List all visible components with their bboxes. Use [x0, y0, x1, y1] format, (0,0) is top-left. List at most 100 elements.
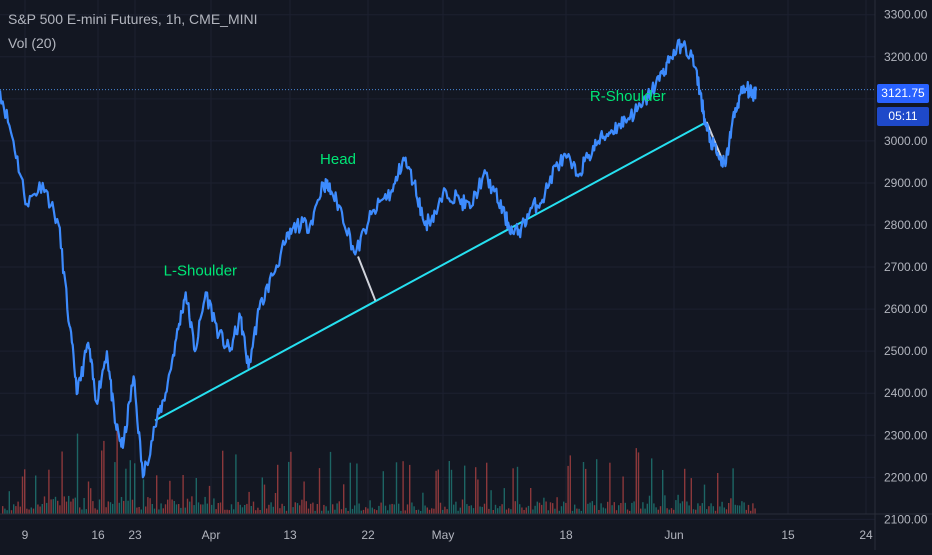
volume-bar	[736, 505, 739, 514]
volume-bar	[92, 501, 94, 514]
volume-bar	[222, 450, 224, 514]
volume-bar	[131, 499, 134, 514]
x-tick-label: 9	[22, 528, 29, 542]
volume-bar	[384, 505, 387, 514]
volume-bar	[690, 478, 692, 514]
volume-bar	[613, 502, 615, 514]
volume-bar	[277, 464, 279, 514]
volume-bar	[345, 507, 347, 514]
y-tick-label: 2300.00	[884, 428, 928, 442]
volume-bar	[13, 504, 15, 514]
volume-bar	[461, 499, 464, 514]
volume-bar	[431, 508, 433, 514]
volume-bar	[732, 468, 734, 514]
volume-bar	[402, 461, 404, 514]
volume-bar	[147, 497, 149, 514]
volume-bar	[457, 510, 459, 514]
volume-bar	[609, 462, 611, 514]
volume-bar	[488, 508, 490, 514]
volume-bar	[294, 502, 296, 514]
volume-bar	[536, 501, 538, 514]
volume-bar	[41, 504, 43, 514]
volume-bar	[468, 505, 470, 514]
volume-bar	[180, 507, 182, 514]
volume-bar	[666, 508, 668, 514]
volume-bar	[52, 499, 54, 514]
volume-bar	[35, 475, 37, 514]
volume-bar	[415, 510, 417, 514]
volume-bar	[569, 455, 571, 514]
volume-bar	[296, 503, 299, 514]
volume-bar	[547, 510, 549, 514]
volume-bar	[48, 469, 50, 514]
measure-line[interactable]	[357, 256, 377, 302]
volume-bar	[695, 509, 697, 514]
volume-bar	[290, 451, 292, 514]
volume-bar	[70, 501, 72, 514]
volume-bar	[127, 500, 129, 514]
volume-bar	[739, 505, 741, 514]
volume-bar	[65, 501, 68, 514]
volume-bar	[389, 504, 391, 514]
volume-bar	[314, 510, 316, 514]
volume-bar	[175, 504, 178, 514]
volume-bar	[642, 502, 644, 514]
volume-bar	[270, 502, 272, 514]
volume-indicator-label[interactable]: Vol (20)	[8, 35, 57, 51]
volume-bar	[604, 508, 607, 514]
volume-bar	[237, 501, 239, 514]
volume-bar	[138, 507, 140, 514]
volume-bar	[662, 470, 664, 514]
y-tick-label: 2800.00	[884, 218, 928, 232]
volume-bar	[703, 484, 706, 514]
volume-bar	[635, 448, 637, 514]
volume-bar	[274, 493, 277, 514]
volume-bar	[134, 463, 136, 514]
trend-line[interactable]	[154, 121, 708, 422]
y-tick-label: 2100.00	[884, 512, 928, 526]
volume-bar	[428, 509, 431, 514]
volume-bar	[8, 491, 10, 514]
volume-bar	[398, 503, 400, 514]
volume-bar	[233, 509, 235, 514]
volume-bar	[585, 468, 587, 514]
volume-bar	[567, 465, 569, 514]
volume-bar	[349, 462, 351, 514]
volume-bar	[532, 509, 534, 514]
volume-bar	[503, 488, 505, 514]
volume-bar	[316, 504, 318, 514]
volume-bar	[593, 505, 596, 514]
volume-bar	[380, 502, 382, 514]
volume-bar	[411, 502, 413, 514]
volume-bar	[303, 481, 305, 514]
volume-bar	[202, 504, 204, 514]
volume-bar	[87, 481, 90, 514]
volume-bar	[565, 502, 567, 514]
volume-bar	[514, 501, 516, 514]
volume-bar	[6, 510, 8, 514]
volume-bar	[360, 510, 362, 514]
volume-bar	[714, 510, 717, 514]
volume-bar	[437, 469, 439, 514]
volume-bar	[741, 501, 743, 514]
volume-bar	[686, 501, 688, 514]
volume-bar	[279, 508, 281, 514]
y-tick-label: 3200.00	[884, 50, 928, 64]
volume-bar	[329, 451, 332, 514]
volume-bar	[85, 509, 87, 514]
volume-bar	[292, 507, 294, 514]
volume-bar	[664, 495, 666, 514]
volume-bar	[646, 503, 648, 514]
volume-bar	[633, 501, 635, 514]
volume-bar	[378, 505, 380, 514]
volume-bar	[248, 491, 250, 514]
volume-bar	[285, 510, 288, 514]
volume-bar	[435, 470, 437, 514]
volume-bar	[76, 433, 79, 514]
volume-bar	[105, 507, 107, 514]
volume-bar	[272, 506, 274, 514]
